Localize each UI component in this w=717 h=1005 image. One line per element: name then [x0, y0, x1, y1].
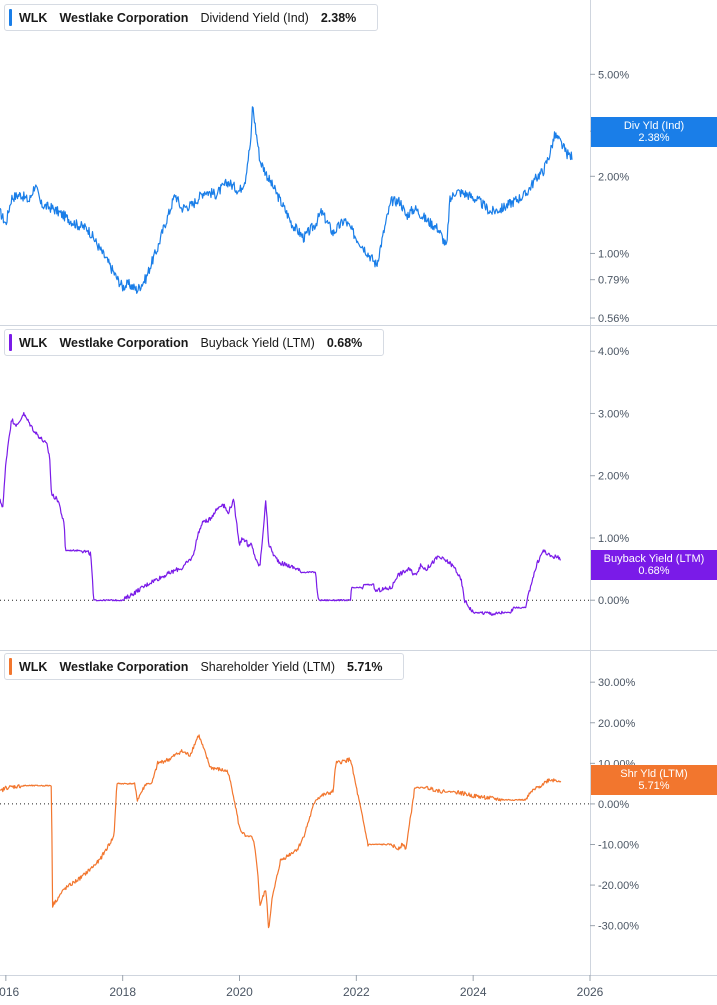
badge-label: Shr Yld (LTM): [620, 768, 688, 780]
x-tick-label: 2018: [109, 985, 136, 999]
badge-value: 0.68%: [638, 565, 670, 577]
company-label: Westlake Corporation: [59, 335, 189, 350]
y-tick-label: 2.00%: [598, 471, 629, 483]
y-tick-label: 0.56%: [598, 313, 629, 325]
current-value-badge-dividend: Div Yld (Ind) 2.38%: [591, 117, 717, 147]
x-tick-label: 2020: [226, 985, 253, 999]
ticker-label: WLK: [19, 335, 48, 350]
series-line: [0, 412, 561, 616]
metric-value: 0.68%: [326, 335, 363, 350]
metric-value: 5.71%: [347, 659, 383, 674]
metric-value: 2.38%: [320, 10, 357, 25]
x-tick-label: 2026: [577, 985, 604, 999]
y-tick-label: 3.00%: [598, 408, 629, 420]
metric-label: Dividend Yield (Ind): [200, 10, 309, 25]
y-tick-label: 2.00%: [598, 171, 629, 183]
y-tick-label: 1.00%: [598, 533, 629, 545]
badge-value: 5.71%: [638, 780, 670, 792]
ticker-label: WLK: [19, 10, 48, 25]
x-tick-label: 2022: [343, 985, 370, 999]
series-line: [0, 106, 573, 294]
y-tick-label: 30.00%: [598, 677, 636, 689]
x-tick-label: 2016: [0, 985, 20, 999]
ticker-label: WLK: [19, 659, 48, 674]
y-tick-label: 5.00%: [598, 69, 629, 81]
company-label: Westlake Corporation: [59, 10, 189, 25]
badge-label: Buyback Yield (LTM): [603, 553, 705, 565]
legend-dividend-yield[interactable]: WLK Westlake Corporation Dividend Yield …: [4, 4, 379, 31]
y-tick-label: -10.00%: [598, 839, 639, 851]
legend-buyback-yield[interactable]: WLK Westlake Corporation Buyback Yield (…: [4, 329, 385, 356]
metric-label: Shareholder Yield (LTM): [200, 659, 335, 674]
series-color-swatch: [9, 658, 12, 675]
y-tick-label: 4.00%: [598, 346, 629, 358]
legend-shareholder-yield[interactable]: WLK Westlake Corporation Shareholder Yie…: [4, 653, 405, 680]
metric-label: Buyback Yield (LTM): [200, 335, 315, 350]
y-tick-label: -30.00%: [598, 921, 639, 933]
badge-value: 2.38%: [638, 132, 670, 144]
series-color-swatch: [9, 9, 12, 26]
x-tick-label: 2024: [460, 985, 487, 999]
y-tick-label: -20.00%: [598, 880, 639, 892]
y-tick-label: 1.00%: [598, 248, 629, 260]
current-value-badge-buyback: Buyback Yield (LTM) 0.68%: [591, 550, 717, 580]
y-tick-label: 0.00%: [598, 595, 629, 607]
series-line: [0, 734, 562, 929]
badge-label: Div Yld (Ind): [623, 120, 685, 132]
y-tick-label: 0.79%: [598, 275, 629, 287]
current-value-badge-shareholder: Shr Yld (LTM) 5.71%: [591, 765, 717, 795]
y-tick-label: 20.00%: [598, 718, 636, 730]
series-color-swatch: [9, 334, 12, 351]
company-label: Westlake Corporation: [59, 659, 189, 674]
y-tick-label: 0.00%: [598, 799, 629, 811]
